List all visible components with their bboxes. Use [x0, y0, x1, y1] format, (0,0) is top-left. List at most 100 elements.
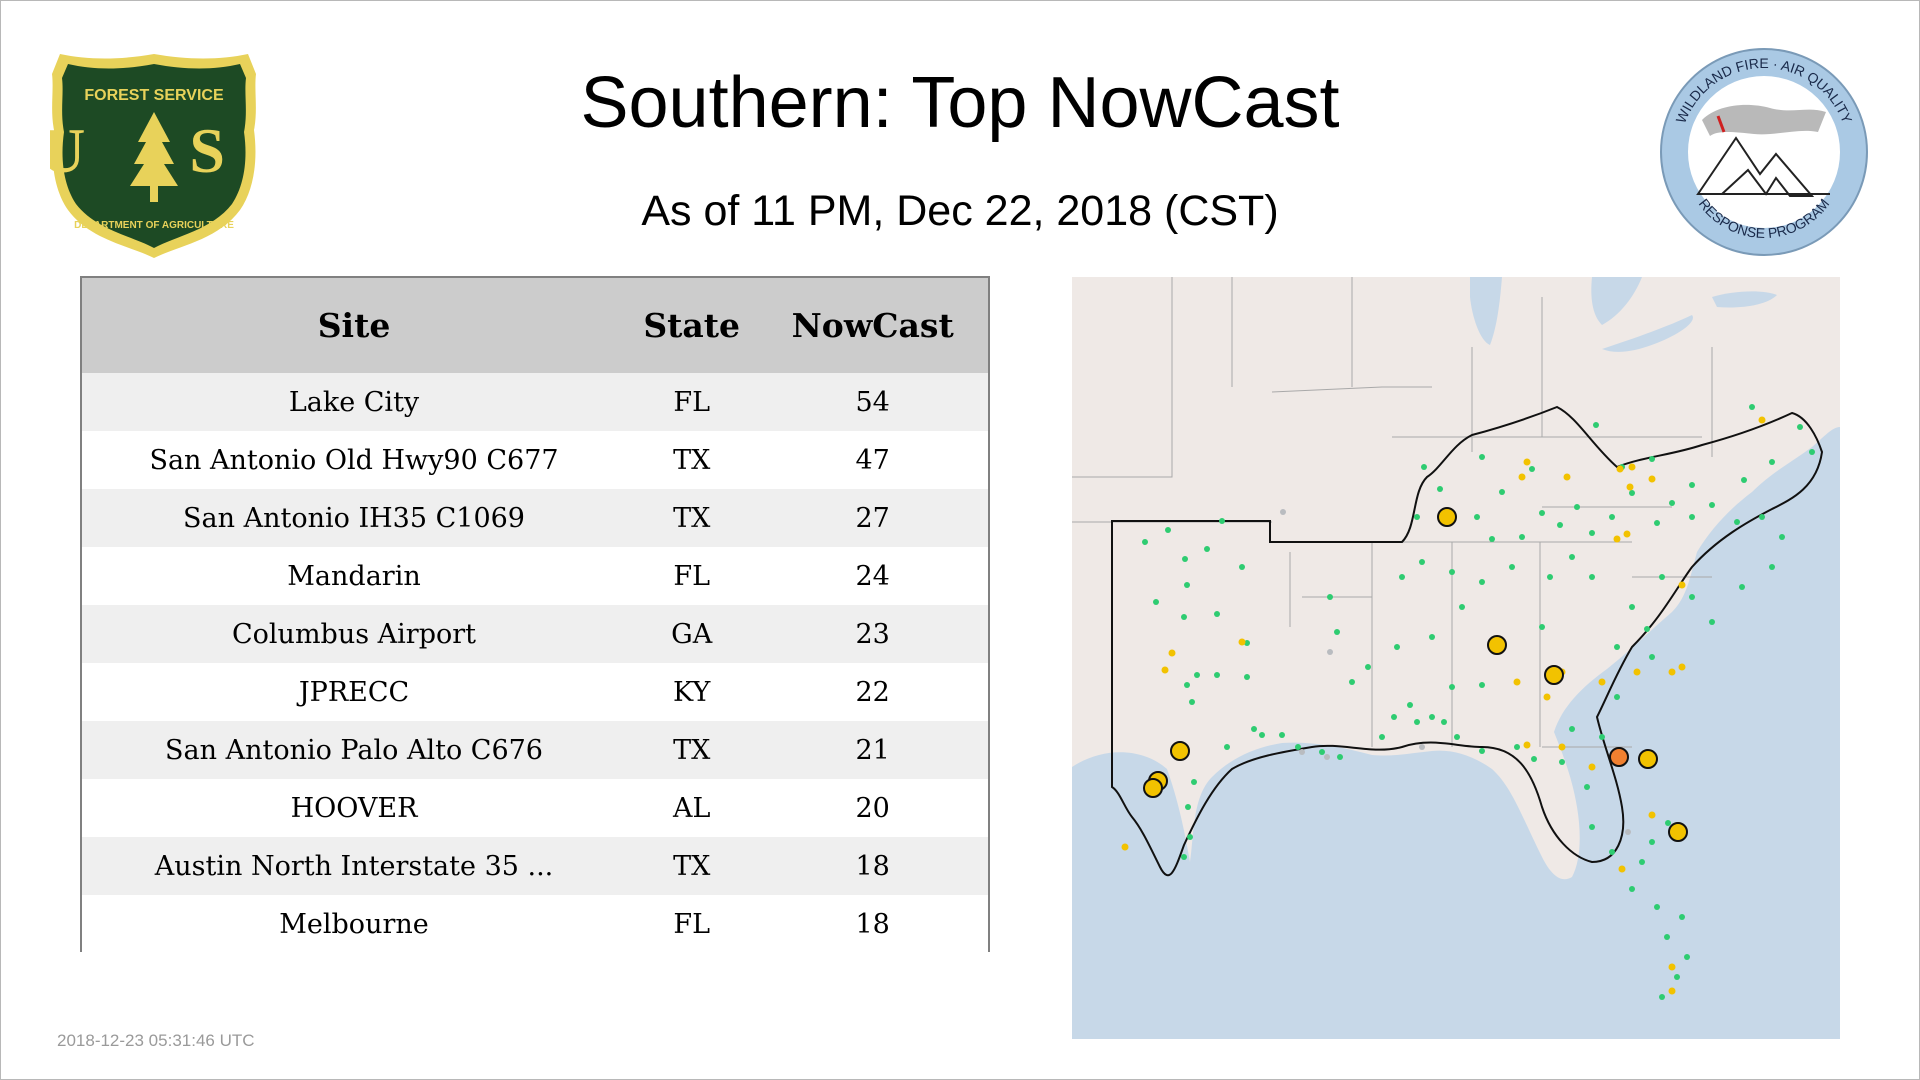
table-row: Lake City FL 54 [82, 373, 988, 431]
monitor-moderate [1648, 475, 1656, 483]
monitor-good [1244, 674, 1250, 680]
monitor-good [1659, 574, 1665, 580]
table-row: HOOVER AL 20 [82, 779, 988, 837]
state-cell: TX [673, 850, 711, 882]
monitor-good [1809, 449, 1815, 455]
column-header-state: State [643, 306, 741, 345]
monitor-good [1421, 464, 1427, 470]
forest-service-shield-logo: FOREST SERVICE U S DEPARTMENT OF AGRICUL… [50, 54, 258, 258]
monitor-good [1664, 934, 1670, 940]
monitor-moderate-top [1544, 665, 1564, 685]
smoke-plume [1702, 104, 1826, 136]
monitor-moderate [1543, 693, 1551, 701]
monitor-map [1072, 277, 1840, 1039]
state-cell: FL [673, 908, 711, 940]
nowcast-cell: 47 [855, 444, 890, 476]
state-cell: AL [672, 792, 711, 824]
nowcast-cell: 18 [855, 908, 890, 940]
monitor-good [1557, 522, 1563, 528]
monitor-good [1689, 594, 1695, 600]
monitor-good [1349, 679, 1355, 685]
nowcast-cell: 23 [855, 618, 890, 650]
monitor-no-data [1625, 829, 1631, 835]
monitor-good [1499, 489, 1505, 495]
monitor-moderate [1588, 763, 1596, 771]
state-cell: TX [673, 502, 711, 534]
monitor-good [1184, 582, 1190, 588]
monitor-moderate [1523, 741, 1531, 749]
monitor-good [1441, 719, 1447, 725]
us-letters: U S [50, 115, 258, 186]
monitor-good [1559, 759, 1565, 765]
site-cell: HOOVER [290, 792, 418, 824]
site-cell: San Antonio Palo Alto C676 [165, 734, 543, 766]
table-row: Melbourne FL 18 [82, 895, 988, 953]
monitor-good [1593, 422, 1599, 428]
lake-erie [1602, 315, 1693, 352]
table-row: Austin North Interstate 35 ... TX 18 [82, 837, 988, 895]
monitor-moderate [1168, 649, 1176, 657]
table-row: San Antonio Palo Alto C676 TX 21 [82, 721, 988, 779]
monitor-good [1153, 599, 1159, 605]
monitor-good [1181, 614, 1187, 620]
monitor-good [1454, 734, 1460, 740]
monitor-good [1334, 629, 1340, 635]
monitor-good [1239, 564, 1245, 570]
monitor-good [1514, 744, 1520, 750]
monitor-moderate [1618, 865, 1626, 873]
monitor-good [1569, 554, 1575, 560]
monitor-no-data [1280, 509, 1286, 515]
monitor-good [1279, 732, 1285, 738]
monitor-good [1684, 954, 1690, 960]
monitor-moderate-top [1487, 635, 1507, 655]
monitor-good [1589, 530, 1595, 536]
monitor-good [1191, 779, 1197, 785]
monitor-good [1665, 820, 1671, 826]
monitor-good [1419, 559, 1425, 565]
monitor-good [1644, 626, 1650, 632]
nowcast-cell: 18 [855, 850, 890, 882]
monitor-good [1509, 564, 1515, 570]
monitor-good [1669, 500, 1675, 506]
monitor-good [1589, 824, 1595, 830]
monitor-moderate [1598, 678, 1606, 686]
state-cell: TX [673, 734, 711, 766]
monitor-good [1479, 682, 1485, 688]
monitor-good [1394, 644, 1400, 650]
page-subtitle: As of 11 PM, Dec 22, 2018 (CST) [641, 187, 1279, 235]
monitor-markers [1121, 404, 1815, 1000]
monitor-good [1519, 534, 1525, 540]
monitor-good [1739, 584, 1745, 590]
monitor-good [1259, 732, 1265, 738]
monitor-good [1449, 569, 1455, 575]
site-cell: Columbus Airport [232, 618, 476, 650]
monitor-moderate [1161, 666, 1169, 674]
monitor-good [1189, 699, 1195, 705]
column-header-site: Site [317, 306, 391, 345]
monitor-good [1679, 914, 1685, 920]
monitor-good [1569, 726, 1575, 732]
site-cell: San Antonio Old Hwy90 C677 [149, 444, 559, 476]
monitor-moderate [1678, 581, 1686, 589]
monitor-good [1337, 754, 1343, 760]
monitor-good [1414, 514, 1420, 520]
mountains-icon [1696, 136, 1815, 197]
table-row: JPRECC KY 22 [82, 663, 988, 721]
monitor-moderate [1563, 473, 1571, 481]
monitor-good [1709, 619, 1715, 625]
monitor-moderate [1668, 987, 1676, 995]
monitor-good [1797, 424, 1803, 430]
monitor-moderate [1623, 530, 1631, 538]
monitor-good [1449, 684, 1455, 690]
table-row: San Antonio Old Hwy90 C677 TX 47 [82, 431, 988, 489]
monitor-good [1689, 514, 1695, 520]
monitor-good [1204, 546, 1210, 552]
monitor-good [1251, 726, 1257, 732]
nowcast-cell: 27 [855, 502, 890, 534]
monitor-moderate [1518, 473, 1526, 481]
monitor-good [1194, 672, 1200, 678]
site-cell: Mandarin [287, 560, 421, 592]
monitor-good [1479, 579, 1485, 585]
monitor-good [1649, 654, 1655, 660]
monitor-good [1547, 574, 1553, 580]
